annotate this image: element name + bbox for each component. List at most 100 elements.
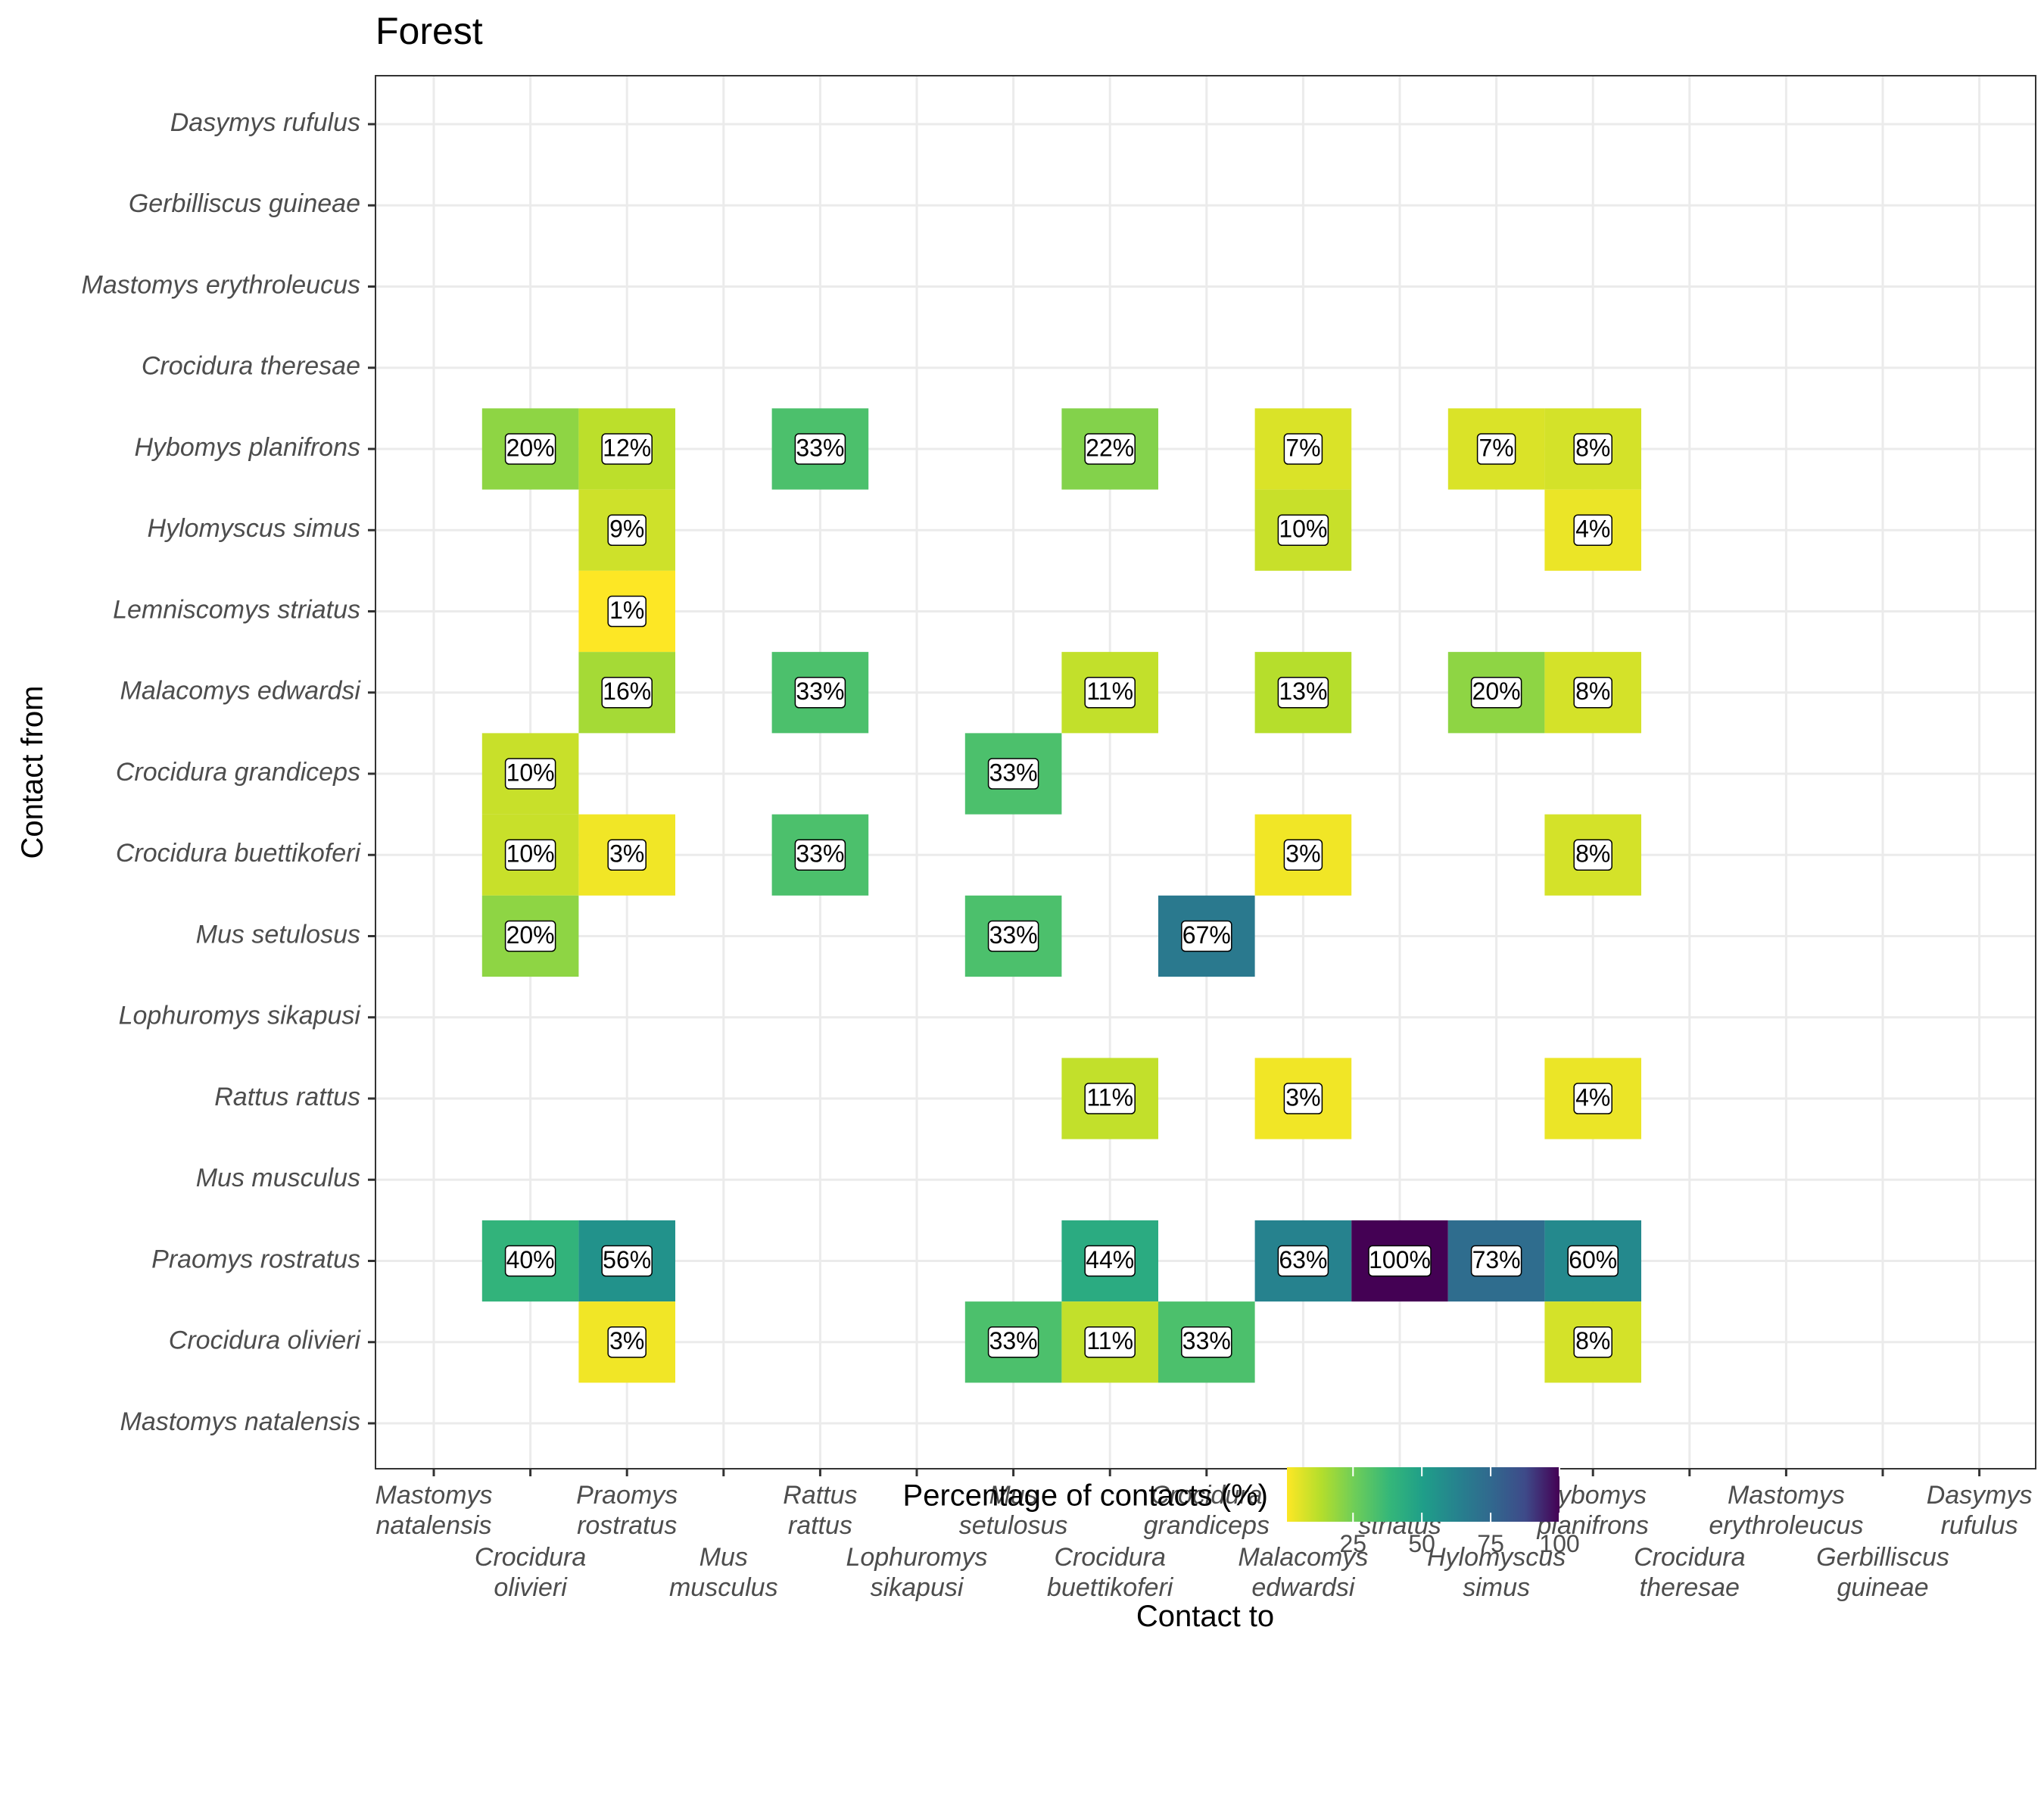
cell-value-label: 33%: [989, 921, 1038, 949]
x-tick-label: Hylomyscus simus: [1427, 1543, 1566, 1602]
cell-label-box: [1470, 677, 1522, 709]
y-tick-label: Hybomys planifrons: [134, 433, 360, 462]
cell-value-label: 20%: [506, 434, 555, 461]
cell-label-box: [1283, 839, 1323, 871]
legend-tick-label: 50: [1408, 1530, 1435, 1557]
x-tick-label: Mastomys natalensis: [375, 1481, 493, 1540]
cell-label-box: [607, 595, 647, 628]
cell-label-box: [1476, 433, 1516, 465]
cell-value-label: 20%: [1472, 678, 1521, 705]
x-tick-label: Mus setulosus: [959, 1481, 1068, 1540]
cell-label-box: [504, 920, 556, 952]
cell-label-box: [1084, 1083, 1136, 1114]
cell-value-label: 8%: [1575, 1327, 1610, 1354]
cell-value-label: 22%: [1086, 434, 1134, 461]
cell-label-box: [1277, 677, 1329, 709]
x-tick-label: Crocidura olivieri: [475, 1543, 586, 1602]
y-tick-label: Mastomys natalensis: [120, 1407, 360, 1436]
cell-value-label: 3%: [609, 840, 644, 868]
cell-label-box: [1181, 1326, 1232, 1358]
cell-value-label: 3%: [1285, 1083, 1320, 1111]
y-tick-label: Crocidura grandiceps: [116, 758, 360, 787]
cell-value-label: 8%: [1575, 678, 1610, 705]
cell-value-label: 33%: [989, 759, 1038, 786]
cell-label-box: [794, 839, 846, 871]
y-tick-label: Lophuromys sikapusi: [119, 1002, 362, 1030]
legend-tick-label: 75: [1477, 1530, 1504, 1557]
cell-label-box: [504, 433, 556, 465]
cell-label-box: [1084, 677, 1136, 709]
y-tick-label: Malacomys edwardsi: [120, 677, 362, 706]
cell-value-label: 33%: [1182, 1327, 1231, 1354]
cell-label-box: [1567, 1245, 1619, 1277]
cell-value-label: 40%: [506, 1246, 555, 1273]
y-tick-label: Praomys rostratus: [151, 1245, 360, 1273]
cell-label-box: [1470, 1245, 1522, 1277]
heatmap-cells: [481, 408, 1641, 1383]
cell-value-label: 20%: [506, 921, 555, 949]
cell-label-box: [1368, 1245, 1432, 1277]
cell-value-label: 33%: [796, 840, 844, 868]
legend: Percentage of contacts (%) 25 50 75 100: [903, 1467, 1580, 1557]
cell-value-label: 3%: [609, 1327, 644, 1354]
cell-value-label: 63%: [1279, 1246, 1327, 1273]
cell-value-label: 56%: [603, 1246, 651, 1273]
cell-label-box: [987, 920, 1039, 952]
y-tick-label: Mastomys erythroleucus: [82, 270, 360, 299]
cell-value-label: 4%: [1575, 516, 1610, 543]
cell-value-label: 8%: [1575, 434, 1610, 461]
cell-label-box: [794, 677, 846, 709]
y-tick-label: Mus setulosus: [196, 920, 360, 949]
cell-label-box: [601, 677, 653, 709]
cell-label-box: [1277, 514, 1329, 546]
cell-label-box: [607, 839, 647, 871]
x-tick-label: Lophuromys sikapusi: [846, 1543, 987, 1602]
y-tick-label: Crocidura olivieri: [169, 1326, 362, 1355]
cell-value-label: 10%: [506, 840, 555, 868]
cell-label-box: [607, 514, 647, 546]
cell-value-label: 12%: [603, 434, 651, 461]
cell-label-box: [1573, 1326, 1612, 1358]
cell-label-box: [794, 433, 846, 465]
x-tick-label: Crocidura buettikoferi: [1047, 1543, 1174, 1602]
cell-label-box: [1283, 433, 1323, 465]
x-tick-label: Praomys rostratus: [576, 1481, 678, 1540]
cell-value-label: 60%: [1569, 1246, 1617, 1273]
cell-value-label: 7%: [1285, 434, 1320, 461]
y-tick-label: Mus musculus: [196, 1164, 360, 1192]
y-tick-label: Crocidura buettikoferi: [116, 839, 362, 868]
cell-value-label: 73%: [1472, 1246, 1521, 1273]
legend-ticks: 25 50 75 100: [1339, 1467, 1580, 1557]
cell-label-box: [987, 1326, 1039, 1358]
cell-value-label: 44%: [1086, 1246, 1134, 1273]
cell-value-label: 11%: [1086, 678, 1133, 705]
cell-label-box: [607, 1326, 647, 1358]
cell-label-box: [1573, 1083, 1612, 1114]
cell-label-box: [601, 433, 653, 465]
grid-lines: [375, 76, 2036, 1469]
legend-tick-label: 100: [1539, 1530, 1579, 1557]
cell-value-label: 11%: [1086, 1327, 1133, 1354]
legend-colorbar: [1287, 1467, 1559, 1522]
x-tick-label: Gerbilliscus guineae: [1816, 1543, 1949, 1602]
cell-label-box: [1573, 433, 1612, 465]
cell-label-box: [504, 839, 556, 871]
cell-value-label: 1%: [609, 597, 644, 624]
cell-label-box: [1573, 514, 1612, 546]
y-tick-label: Hylomyscus simus: [148, 514, 360, 543]
cell-value-label: 33%: [796, 678, 844, 705]
cell-value-label: 7%: [1478, 434, 1513, 461]
cell-value-label: 4%: [1575, 1083, 1610, 1111]
x-tick-label: Rattus rattus: [783, 1481, 857, 1540]
cell-value-label: 33%: [796, 434, 844, 461]
cell-label-box: [1084, 1326, 1136, 1358]
cell-label-box: [601, 1245, 653, 1277]
cell-label-box: [1573, 677, 1612, 709]
cell-label-box: [987, 758, 1039, 790]
cell-label-box: [1084, 1245, 1136, 1277]
cell-value-label: 11%: [1086, 1083, 1133, 1111]
y-axis-title: Contact from: [16, 686, 49, 859]
legend-title: Percentage of contacts (%): [903, 1479, 1268, 1513]
